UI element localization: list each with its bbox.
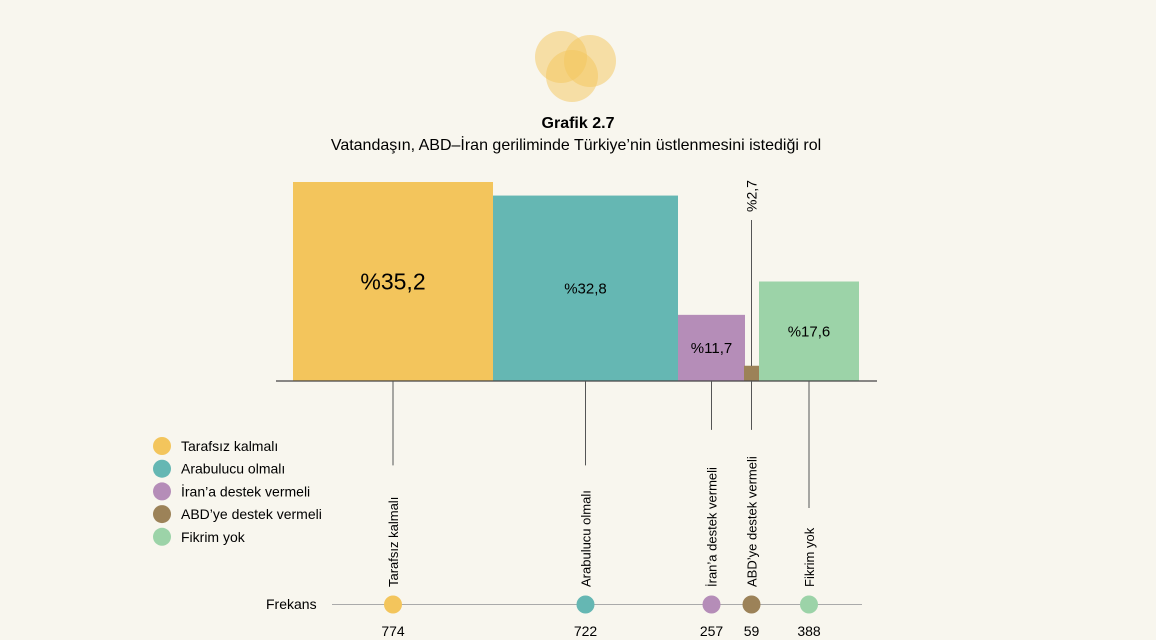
bars-group: %35,2 %32,8 %11,7 %2,7 %17,6 xyxy=(293,180,859,381)
frequency-label: Frekans xyxy=(266,596,317,612)
category-label-fikrim: Fikrim yok xyxy=(802,527,817,587)
bar-iran xyxy=(678,314,745,381)
bar-abd xyxy=(744,365,759,381)
legend-dot-iran xyxy=(153,482,171,501)
value-label-abd: %2,7 xyxy=(744,180,760,212)
leader-lines xyxy=(392,220,810,508)
frequency-dot-abd xyxy=(742,595,761,614)
legend-dot-abd xyxy=(153,505,171,524)
frequency-value-arabulucu: 722 xyxy=(574,623,598,639)
legend: Tarafsız kalmalı Arabulucu olmalı İran’a d… xyxy=(153,437,322,546)
legend-dot-tarafsiz xyxy=(153,437,171,455)
bar-tarafsiz xyxy=(293,182,493,381)
category-label-abd: ABD’ye destek vermeli xyxy=(745,456,760,587)
frequency-dot-tarafsiz xyxy=(384,595,402,614)
legend-label-abd: ABD’ye destek vermeli xyxy=(181,506,322,522)
frequency-dot-arabulucu xyxy=(576,595,595,614)
legend-dot-arabulucu xyxy=(153,459,171,478)
logo-circles xyxy=(535,31,616,102)
category-label-tarafsiz: Tarafsız kalmalı xyxy=(386,497,401,587)
chart-title: Grafik 2.7 xyxy=(542,115,615,132)
frequency-value-abd: 59 xyxy=(744,623,760,639)
bar-fikrim xyxy=(759,281,859,381)
frequency-value-tarafsiz: 774 xyxy=(381,623,405,639)
value-label-tarafsiz: %35,2 xyxy=(360,269,425,295)
frequency-value-fikrim: 388 xyxy=(797,623,821,639)
bar-arabulucu xyxy=(493,195,678,381)
category-axis-labels: Tarafsız kalmalı Arabulucu olmalı İran’a d… xyxy=(386,456,817,587)
frequency-value-iran: 257 xyxy=(700,623,724,639)
value-label-arabulucu: %32,8 xyxy=(564,281,607,298)
frequency-dot-fikrim xyxy=(800,595,818,614)
legend-label-tarafsiz: Tarafsız kalmalı xyxy=(181,438,278,454)
legend-label-arabulucu: Arabulucu olmalı xyxy=(181,461,285,477)
value-label-iran: %11,7 xyxy=(691,340,732,357)
legend-dot-fikrim xyxy=(153,527,171,546)
chart-subtitle: Vatandaşın, ABD–İran geriliminde Türkiye… xyxy=(331,135,821,154)
category-label-iran: İran’a destek vermeli xyxy=(705,467,720,587)
frequency-dot-iran xyxy=(702,595,721,614)
category-label-arabulucu: Arabulucu olmalı xyxy=(579,490,594,587)
legend-label-iran: İran’a destek vermeli xyxy=(181,482,310,499)
frequency-row: 774 722 257 59 388 xyxy=(381,595,821,639)
value-label-fikrim: %17,6 xyxy=(788,324,831,341)
legend-label-fikrim: Fikrim yok xyxy=(181,529,246,545)
